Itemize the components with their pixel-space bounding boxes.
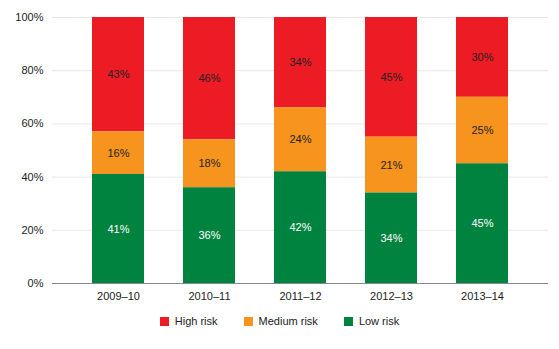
svg-text:60%: 60%	[21, 117, 43, 129]
svg-text:100%: 100%	[15, 11, 43, 23]
html-text:Medium risk: Medium risk	[258, 315, 318, 327]
html-text:High risk: High risk	[174, 315, 218, 327]
svg-text:45%: 45%	[380, 71, 402, 83]
svg-text:2013–14: 2013–14	[461, 290, 504, 302]
svg-text:36%: 36%	[198, 229, 220, 241]
svg-text:20%: 20%	[21, 224, 43, 236]
svg-text:2011–12: 2011–12	[279, 290, 321, 302]
svg-text:34%: 34%	[289, 56, 311, 68]
svg-text:25%: 25%	[471, 124, 493, 136]
svg-text:2009–10: 2009–10	[97, 290, 140, 302]
svg-text:0%: 0%	[28, 277, 44, 289]
svg-text:2010–11: 2010–11	[188, 290, 230, 302]
svg-text:43%: 43%	[107, 68, 129, 80]
svg-text:46%: 46%	[198, 72, 220, 84]
svg-text:2012–13: 2012–13	[370, 290, 413, 302]
svg-text:41%: 41%	[107, 222, 129, 234]
svg-text:18%: 18%	[198, 157, 220, 169]
svg-text:80%: 80%	[21, 64, 43, 76]
svg-text:34%: 34%	[380, 232, 402, 244]
svg-text:40%: 40%	[21, 171, 43, 183]
svg-text:16%: 16%	[107, 147, 129, 159]
html-text:Low risk: Low risk	[358, 315, 400, 327]
svg-text:30%: 30%	[471, 51, 493, 63]
svg-text:24%: 24%	[289, 133, 311, 145]
svg-text:42%: 42%	[289, 221, 311, 233]
svg-text:45%: 45%	[471, 217, 493, 229]
svg-text:21%: 21%	[380, 159, 402, 171]
